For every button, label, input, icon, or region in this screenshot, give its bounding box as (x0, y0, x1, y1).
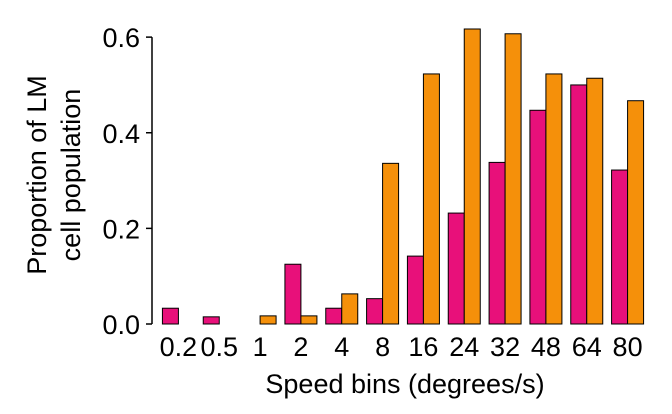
bar-series-1 (529, 109, 547, 325)
x-tick-label: 80 (613, 332, 643, 362)
bar-series-1 (447, 212, 465, 325)
bar-series-1 (366, 298, 384, 325)
x-tick-label: 64 (572, 332, 602, 362)
y-tick-label: 0.4 (102, 119, 140, 149)
x-tick-label: 48 (531, 332, 561, 362)
bar-series-2 (300, 315, 318, 325)
y-ticks-group: 0.0 0.2 0.4 0.6 (102, 23, 152, 340)
x-tick-label: 24 (449, 332, 479, 362)
y-tick-label: 0.6 (102, 23, 140, 53)
x-axis-title: Speed bins (degrees/s) (265, 369, 544, 399)
bar-series-1 (202, 316, 220, 325)
y-axis-title-line-2: cell population (56, 89, 86, 262)
x-tick-label: 16 (408, 332, 438, 362)
y-tick-label: 0.0 (102, 310, 140, 340)
x-tick-label: 0.5 (200, 332, 238, 362)
x-tick-label: 8 (375, 332, 390, 362)
bar-series-2 (422, 73, 440, 325)
bar-series-1 (161, 307, 179, 325)
x-tick-label: 0.2 (160, 332, 198, 362)
bars-group (161, 28, 645, 325)
bar-series-2 (259, 315, 277, 325)
bar-series-1 (488, 161, 506, 325)
x-tick-label: 32 (490, 332, 520, 362)
x-tick-label: 1 (253, 332, 268, 362)
bar-series-2 (463, 28, 481, 325)
bar-series-2 (382, 162, 400, 325)
y-tick-label: 0.2 (102, 214, 140, 244)
bar-series-1 (611, 169, 629, 325)
bar-series-1 (284, 263, 302, 325)
y-axis-title-line-1: Proportion of LM (22, 75, 52, 275)
x-tick-label: 4 (334, 332, 349, 362)
bar-series-1 (325, 307, 343, 325)
bar-series-1 (406, 255, 424, 325)
bar-series-2 (586, 77, 604, 325)
bar-series-2 (545, 73, 563, 325)
x-tick-label: 2 (293, 332, 308, 362)
x-ticks-group: 0.2 0.5 1 2 4 8 16 24 32 48 64 80 (160, 332, 643, 362)
bar-series-2 (627, 100, 645, 325)
bar-series-1 (570, 84, 588, 325)
bar-series-2 (504, 33, 522, 325)
bar-series-2 (341, 293, 359, 325)
